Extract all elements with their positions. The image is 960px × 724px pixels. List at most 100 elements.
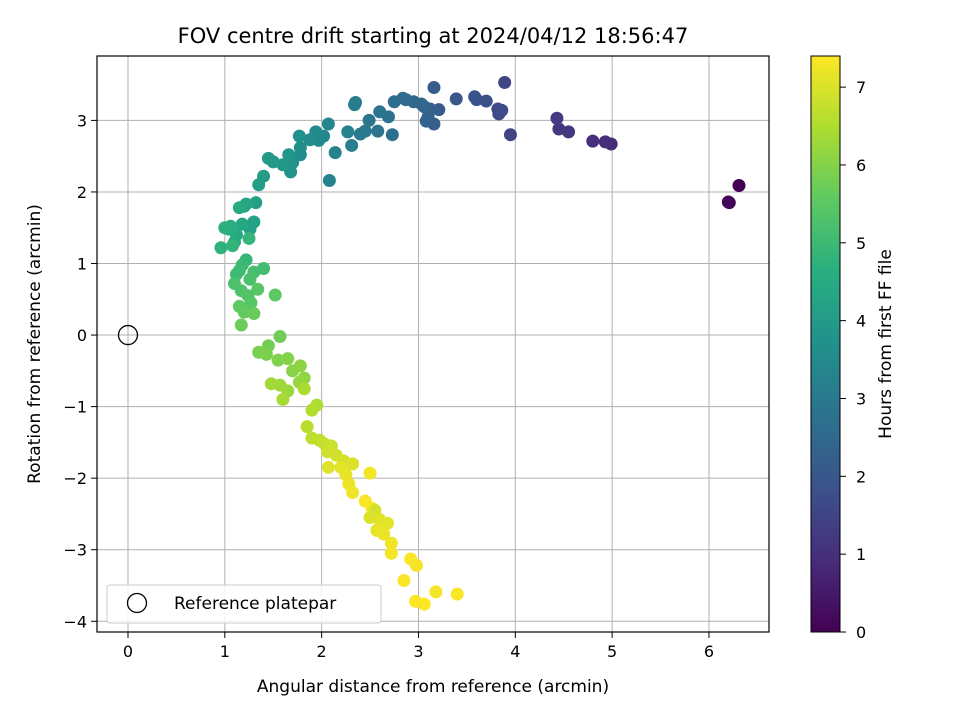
- data-point: [373, 105, 387, 119]
- data-point: [271, 353, 285, 367]
- x-tick-label: 2: [317, 642, 327, 661]
- plot-frame: [96, 55, 770, 633]
- y-axis-label: Rotation from reference (arcmin): [25, 204, 45, 484]
- reference-marker-layer: [117, 324, 139, 346]
- colorbar-tick-label: 0: [856, 623, 866, 642]
- data-point: [380, 516, 394, 530]
- data-point: [242, 231, 256, 245]
- data-point: [321, 460, 335, 474]
- data-point: [385, 128, 399, 142]
- data-point: [550, 111, 564, 125]
- y-tick-label: −2: [63, 469, 87, 488]
- x-tick-label: 5: [607, 642, 617, 661]
- data-point: [384, 546, 398, 560]
- data-point: [417, 597, 431, 611]
- y-tick-label: 1: [77, 255, 87, 274]
- data-point: [276, 392, 290, 406]
- data-point: [305, 403, 319, 417]
- data-point: [427, 80, 441, 94]
- data-point: [397, 573, 411, 587]
- data-point: [244, 296, 258, 310]
- data-point: [479, 94, 493, 108]
- y-tick-label: 0: [77, 326, 87, 345]
- colorbar-frame: [810, 55, 841, 633]
- colorbar-tick-label: 4: [856, 312, 866, 331]
- legend: Reference platepar: [106, 584, 382, 624]
- data-point: [732, 179, 746, 193]
- x-axis-ticks: 0 1 2 3 4 5 6: [123, 632, 714, 661]
- colorbar-tick-label: 1: [856, 545, 866, 564]
- data-point: [363, 511, 377, 525]
- data-point: [498, 75, 512, 89]
- data-point: [586, 134, 600, 148]
- colorbar-ticks: 0 1 2 3 4 5 6 7: [840, 78, 866, 642]
- y-axis-ticks: −4 −3 −2 −1 0 1 2 3: [63, 111, 97, 631]
- data-point: [598, 135, 612, 149]
- data-point: [252, 178, 266, 192]
- chart-title: FOV centre drift starting at 2024/04/12 …: [178, 24, 689, 48]
- data-point: [293, 359, 307, 373]
- data-point: [261, 151, 275, 165]
- x-axis-label: Angular distance from reference (arcmin): [257, 677, 609, 697]
- data-point: [234, 318, 248, 332]
- data-point: [251, 282, 265, 296]
- y-tick-label: 3: [77, 111, 87, 130]
- x-tick-label: 3: [413, 642, 423, 661]
- data-point: [237, 305, 251, 319]
- legend-box: [106, 584, 382, 624]
- data-point: [281, 352, 295, 366]
- data-point: [264, 377, 278, 391]
- data-point: [346, 485, 360, 499]
- y-tick-label: −1: [63, 398, 87, 417]
- colorbar: 0 1 2 3 4 5 6 7 Hours from first FF file: [810, 55, 896, 642]
- colorbar-label: Hours from first FF file: [876, 249, 896, 439]
- data-point: [721, 195, 735, 209]
- data-point: [419, 114, 433, 128]
- data-point: [348, 98, 362, 112]
- data-point: [226, 239, 240, 253]
- data-point: [468, 90, 482, 104]
- data-point: [218, 221, 232, 235]
- colorbar-tick-label: 2: [856, 467, 866, 486]
- data-point: [503, 128, 517, 142]
- data-point: [341, 125, 355, 139]
- data-point: [345, 138, 359, 152]
- data-point: [377, 527, 391, 541]
- data-point: [321, 117, 335, 131]
- x-tick-label: 6: [704, 642, 714, 661]
- data-point: [300, 420, 314, 434]
- data-point: [328, 146, 342, 160]
- data-point: [297, 382, 311, 396]
- data-point: [387, 95, 401, 109]
- data-point: [282, 148, 296, 162]
- data-point: [346, 457, 360, 471]
- data-point: [552, 122, 566, 136]
- data-point: [249, 196, 263, 210]
- data-point: [235, 217, 249, 231]
- y-tick-label: 2: [77, 183, 87, 202]
- data-point: [322, 174, 336, 188]
- data-point: [491, 102, 505, 116]
- data-point: [363, 466, 377, 480]
- data-point: [429, 585, 443, 599]
- grid: [97, 56, 769, 632]
- data-point: [273, 329, 287, 343]
- data-point: [243, 272, 257, 286]
- data-point: [232, 201, 246, 215]
- data-point: [371, 124, 385, 138]
- reference-platepar-marker: [117, 324, 139, 346]
- y-tick-label: −3: [63, 541, 87, 560]
- data-point: [268, 288, 282, 302]
- colorbar-tick-label: 5: [856, 234, 866, 253]
- legend-marker-reference: [126, 592, 148, 614]
- colorbar-tick-label: 7: [856, 78, 866, 97]
- data-points: [214, 75, 746, 611]
- data-point: [362, 113, 376, 127]
- colorbar-tick-label: 3: [856, 389, 866, 408]
- data-point: [450, 587, 464, 601]
- colorbar-gradient: [811, 56, 840, 632]
- x-tick-label: 4: [510, 642, 520, 661]
- data-point: [292, 129, 306, 143]
